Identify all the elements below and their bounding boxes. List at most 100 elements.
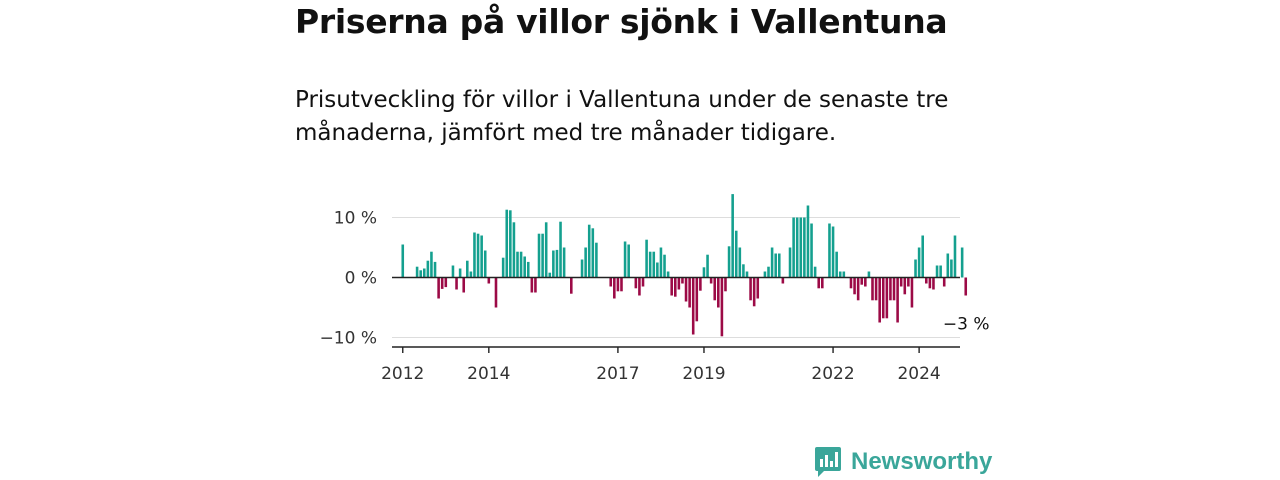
- bar-51: [584, 247, 587, 278]
- bar-0: [401, 244, 405, 278]
- bar-129: [864, 277, 867, 287]
- bar-18: [466, 260, 469, 278]
- bar-60: [616, 277, 620, 292]
- bar-104: [774, 253, 777, 278]
- bar-54: [595, 242, 598, 278]
- x-tick-label-1: 2014: [467, 364, 510, 384]
- bar-149: [935, 265, 939, 278]
- bar-156: [960, 247, 964, 278]
- bar-59: [613, 277, 616, 299]
- bar-68: [645, 239, 648, 278]
- bar-24: [487, 277, 491, 284]
- bar-23: [483, 250, 487, 278]
- bar-150: [939, 265, 942, 278]
- bar-78: [681, 277, 684, 284]
- bar-20: [473, 232, 476, 278]
- bar-116: [817, 277, 821, 289]
- bar-10: [437, 277, 440, 299]
- bar-87: [713, 277, 717, 301]
- bar-131: [871, 277, 874, 301]
- bar-132: [874, 277, 878, 301]
- bar-95: [742, 264, 745, 278]
- bar-142: [910, 277, 914, 308]
- bar-17: [462, 277, 466, 293]
- bar-98: [752, 277, 756, 307]
- brand-name: Newsworthy: [851, 448, 993, 475]
- bar-40: [544, 222, 548, 278]
- bar-32: [516, 251, 519, 278]
- bar-134: [881, 277, 885, 319]
- bar-154: [953, 235, 957, 278]
- bar-74: [666, 271, 670, 278]
- bar-73: [663, 254, 666, 278]
- bar-88: [717, 277, 720, 308]
- bar-66: [638, 277, 641, 296]
- bar-38: [537, 233, 541, 278]
- bar-5: [419, 270, 422, 278]
- bar-108: [788, 247, 792, 278]
- bar-94: [738, 247, 742, 278]
- y-tick-label-1: 0 %: [345, 269, 377, 289]
- bar-138: [896, 277, 899, 323]
- gridlines: [392, 217, 960, 338]
- bar-19: [469, 271, 473, 278]
- bar-121: [835, 251, 838, 278]
- bar-96: [745, 271, 749, 278]
- bar-126: [853, 277, 856, 295]
- last-value-label: −3 %: [943, 315, 990, 335]
- bar-123: [842, 271, 846, 278]
- bar-61: [620, 277, 623, 292]
- bar-28: [501, 257, 505, 278]
- bars: [401, 194, 968, 337]
- bar-89: [720, 277, 724, 337]
- bar-43: [555, 249, 559, 278]
- bar-63: [627, 244, 630, 278]
- bar-143: [914, 259, 917, 278]
- bar-33: [519, 251, 523, 278]
- bar-152: [946, 253, 950, 278]
- bar-83: [699, 277, 702, 291]
- bar-77: [677, 277, 681, 290]
- bar-34: [523, 256, 526, 278]
- bar-147: [928, 277, 932, 289]
- bar-91: [727, 246, 731, 278]
- bar-80: [688, 277, 691, 308]
- bar-70: [652, 251, 656, 278]
- bar-16: [458, 268, 462, 278]
- bar-69: [648, 251, 652, 278]
- bar-148: [932, 277, 935, 290]
- bar-58: [609, 277, 613, 287]
- bar-82: [695, 277, 699, 322]
- bar-122: [838, 271, 842, 278]
- axes: [392, 276, 960, 353]
- bar-39: [541, 233, 544, 278]
- bar-21: [476, 233, 480, 278]
- bar-12: [444, 277, 448, 288]
- bar-145: [921, 235, 924, 278]
- bar-41: [548, 272, 552, 278]
- bar-99: [756, 277, 760, 299]
- bar-75: [670, 277, 673, 296]
- bar-84: [702, 267, 706, 278]
- bar-22: [480, 235, 483, 278]
- x-tick-label-2: 2017: [596, 364, 639, 384]
- bar-101: [763, 271, 767, 278]
- bar-153: [950, 259, 953, 278]
- bar-62: [623, 241, 627, 278]
- bar-79: [684, 277, 688, 302]
- bar-26: [494, 277, 498, 308]
- bar-15: [455, 277, 458, 290]
- bar-112: [803, 217, 806, 278]
- bar-120: [831, 226, 835, 278]
- bar-157: [964, 277, 968, 296]
- y-tick-label-2: −10 %: [320, 329, 377, 349]
- bar-141: [907, 277, 910, 287]
- bar-151: [942, 277, 946, 287]
- bar-119: [828, 223, 831, 278]
- bar-42: [552, 250, 555, 278]
- bar-93: [734, 230, 738, 278]
- bar-45: [562, 247, 566, 278]
- bar-47: [570, 277, 573, 294]
- bar-105: [777, 253, 781, 278]
- bar-6: [422, 268, 426, 278]
